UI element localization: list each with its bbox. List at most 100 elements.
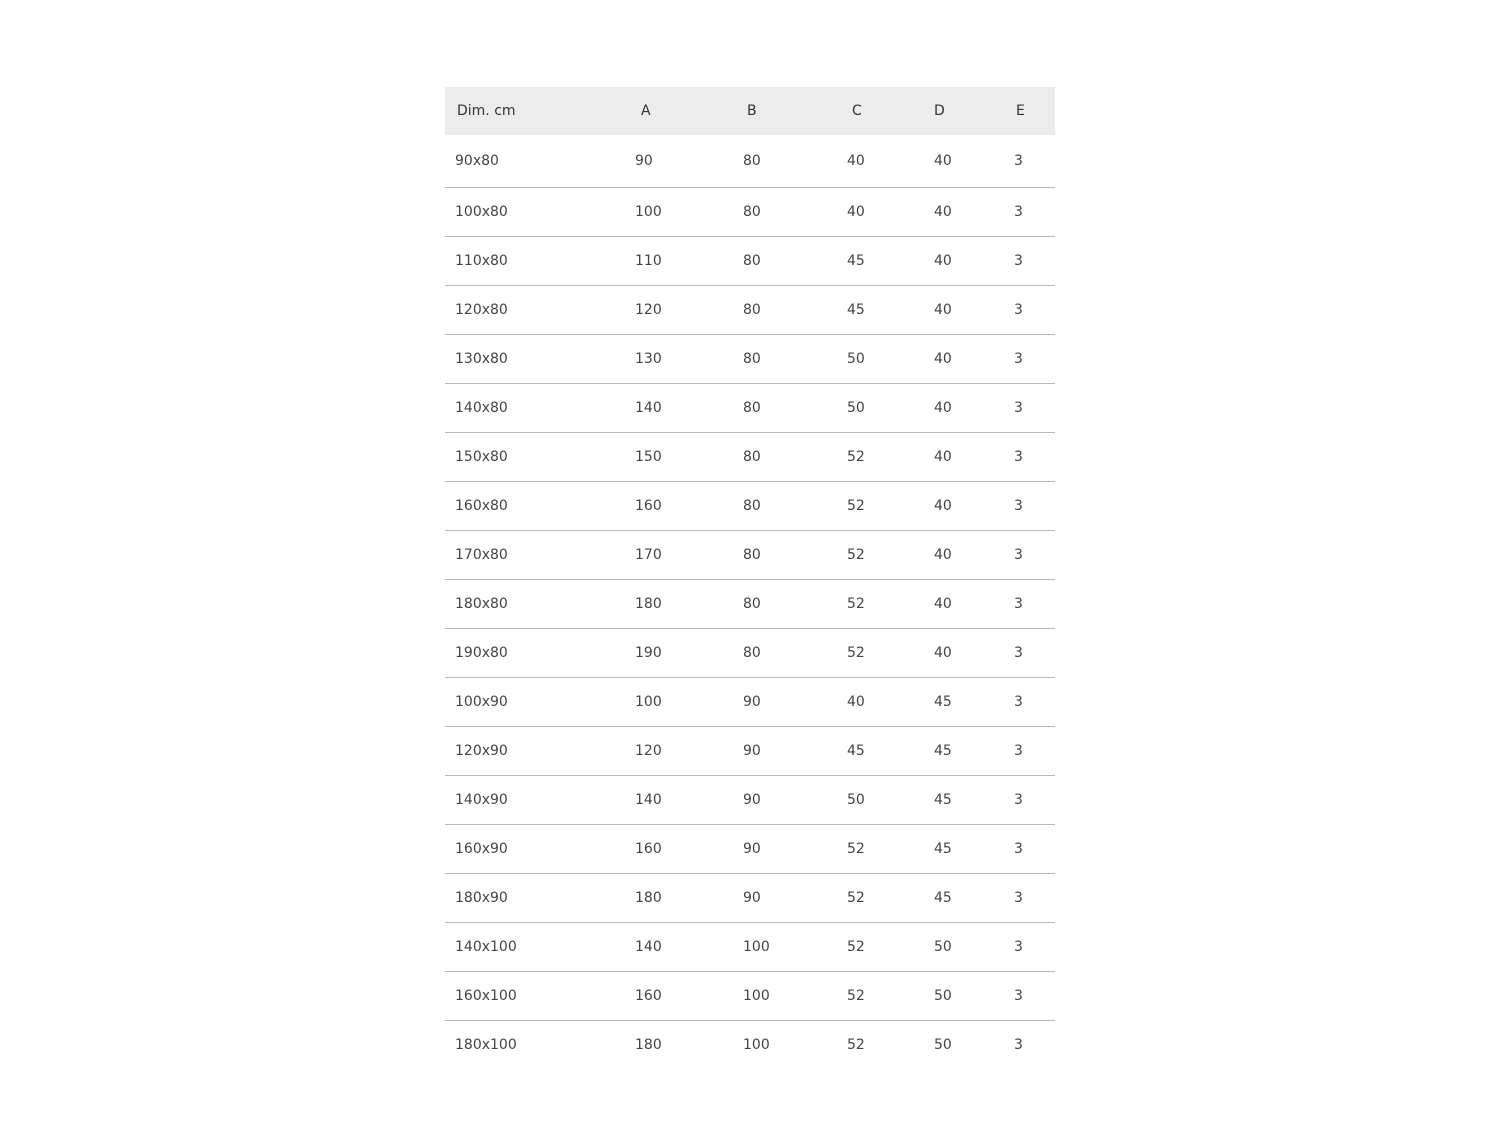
table-cell: 140x80 <box>455 400 508 416</box>
table-cell: 120 <box>635 302 662 318</box>
table-cell: 40 <box>934 351 952 367</box>
table-cell: 52 <box>847 547 865 563</box>
table-cell: 40 <box>934 498 952 514</box>
table-cell: 100 <box>743 1037 770 1053</box>
table-cell: 170x80 <box>455 547 508 563</box>
table-row: 100x80 100 80 40 40 3 <box>445 188 1055 237</box>
table-cell: 45 <box>847 743 865 759</box>
table-row: 160x80 160 80 52 40 3 <box>445 482 1055 531</box>
table-cell: 180x100 <box>455 1037 517 1053</box>
table-cell: 45 <box>934 841 952 857</box>
table-cell: 100 <box>743 988 770 1004</box>
table-cell: 40 <box>934 204 952 220</box>
table-cell: 3 <box>1014 204 1023 220</box>
table-cell: 100x90 <box>455 694 508 710</box>
table-cell: 40 <box>934 253 952 269</box>
table-row: 180x90 180 90 52 45 3 <box>445 874 1055 923</box>
table-header: Dim. cm A B C D E <box>445 87 1055 135</box>
table-cell: 100 <box>635 204 662 220</box>
column-header: D <box>934 103 945 119</box>
table-cell: 90 <box>743 743 761 759</box>
table-cell: 3 <box>1014 351 1023 367</box>
table-row: 90x80 90 80 40 40 3 <box>445 135 1055 188</box>
table-cell: 160x90 <box>455 841 508 857</box>
table-cell: 80 <box>743 645 761 661</box>
table-cell: 150 <box>635 449 662 465</box>
table-cell: 130 <box>635 351 662 367</box>
table-cell: 52 <box>847 1037 865 1053</box>
table-cell: 190x80 <box>455 645 508 661</box>
table-cell: 120x80 <box>455 302 508 318</box>
table-row: 120x90 120 90 45 45 3 <box>445 727 1055 776</box>
table-cell: 45 <box>847 253 865 269</box>
table-cell: 80 <box>743 400 761 416</box>
table-cell: 180x80 <box>455 596 508 612</box>
table-cell: 3 <box>1014 153 1023 169</box>
table-cell: 3 <box>1014 1037 1023 1053</box>
table-cell: 80 <box>743 547 761 563</box>
table-cell: 130x80 <box>455 351 508 367</box>
table-cell: 160 <box>635 498 662 514</box>
table-row: 150x80 150 80 52 40 3 <box>445 433 1055 482</box>
table-cell: 50 <box>847 400 865 416</box>
table-cell: 52 <box>847 596 865 612</box>
table-cell: 40 <box>847 204 865 220</box>
table-cell: 50 <box>934 988 952 1004</box>
table-cell: 3 <box>1014 841 1023 857</box>
table-cell: 160x80 <box>455 498 508 514</box>
table-cell: 3 <box>1014 302 1023 318</box>
table-cell: 3 <box>1014 596 1023 612</box>
table-cell: 3 <box>1014 449 1023 465</box>
column-header: C <box>852 103 862 119</box>
table-cell: 45 <box>934 694 952 710</box>
table-cell: 3 <box>1014 890 1023 906</box>
table-cell: 120 <box>635 743 662 759</box>
table-cell: 80 <box>743 302 761 318</box>
table-row: 160x90 160 90 52 45 3 <box>445 825 1055 874</box>
table-cell: 180 <box>635 890 662 906</box>
column-header: Dim. cm <box>457 103 516 119</box>
table-cell: 3 <box>1014 792 1023 808</box>
table-row: 180x100 180 100 52 50 3 <box>445 1021 1055 1070</box>
table-cell: 3 <box>1014 743 1023 759</box>
table-cell: 140 <box>635 400 662 416</box>
table-cell: 160 <box>635 988 662 1004</box>
table-cell: 40 <box>934 645 952 661</box>
table-cell: 45 <box>847 302 865 318</box>
table-cell: 90 <box>743 890 761 906</box>
table-row: 140x100 140 100 52 50 3 <box>445 923 1055 972</box>
table-cell: 80 <box>743 498 761 514</box>
table-row: 140x90 140 90 50 45 3 <box>445 776 1055 825</box>
table-cell: 140x100 <box>455 939 517 955</box>
column-header: B <box>747 103 757 119</box>
table-cell: 40 <box>934 596 952 612</box>
table-cell: 100x80 <box>455 204 508 220</box>
table-cell: 45 <box>934 890 952 906</box>
table-cell: 180x90 <box>455 890 508 906</box>
table-cell: 52 <box>847 498 865 514</box>
table-row: 120x80 120 80 45 40 3 <box>445 286 1055 335</box>
table-cell: 3 <box>1014 400 1023 416</box>
table-cell: 90 <box>635 153 653 169</box>
table-cell: 140x90 <box>455 792 508 808</box>
table-cell: 80 <box>743 204 761 220</box>
table-row: 140x80 140 80 50 40 3 <box>445 384 1055 433</box>
table-row: 160x100 160 100 52 50 3 <box>445 972 1055 1021</box>
table-cell: 52 <box>847 449 865 465</box>
dimensions-table: Dim. cm A B C D E 90x80 90 80 40 40 3 100x80 100 80 40… <box>445 87 1055 1069</box>
table-cell: 52 <box>847 988 865 1004</box>
table-cell: 160 <box>635 841 662 857</box>
table-cell: 52 <box>847 841 865 857</box>
table-cell: 90 <box>743 841 761 857</box>
table-cell: 90x80 <box>455 153 499 169</box>
table-cell: 110x80 <box>455 253 508 269</box>
table-cell: 90 <box>743 694 761 710</box>
table-cell: 80 <box>743 153 761 169</box>
table-row: 100x90 100 90 40 45 3 <box>445 678 1055 727</box>
table-cell: 3 <box>1014 939 1023 955</box>
column-header: A <box>641 103 651 119</box>
table-cell: 3 <box>1014 645 1023 661</box>
table-cell: 170 <box>635 547 662 563</box>
table-cell: 180 <box>635 596 662 612</box>
column-header: E <box>1016 103 1025 119</box>
